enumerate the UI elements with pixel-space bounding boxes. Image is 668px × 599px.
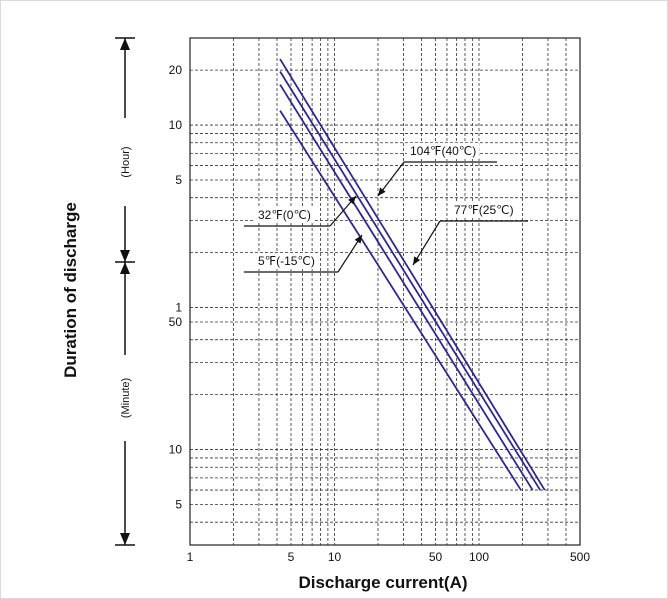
- y-axis-label: Duration of discharge: [61, 202, 80, 378]
- annotation-label-background: [255, 253, 318, 269]
- y-tick-label-hour: 5: [175, 173, 182, 187]
- y-tick-label-hour: 10: [169, 118, 183, 132]
- y-tick-label-minute: 10: [169, 443, 183, 457]
- grid: [190, 38, 580, 545]
- annotation-label: 5℉(-15℃): [258, 254, 315, 268]
- y-tick-label-minute: 5: [175, 498, 182, 512]
- x-tick-label: 500: [570, 550, 590, 564]
- x-tick-label: 5: [288, 550, 295, 564]
- x-axis-label: Discharge current(A): [298, 573, 467, 592]
- annotation-arrowhead: [348, 196, 356, 205]
- y-tick-label-hour: 20: [169, 63, 183, 77]
- series-line-3: [279, 58, 546, 491]
- annotation-arrowhead: [378, 187, 386, 196]
- series-line-2: [279, 70, 541, 491]
- x-tick-label: 10: [328, 550, 342, 564]
- series-lines: [279, 58, 546, 491]
- minute-unit-label: (Minute): [120, 378, 132, 418]
- annotation-label-background: [255, 207, 314, 223]
- series-line-0: [279, 110, 522, 491]
- x-tick-label: 1: [187, 550, 194, 564]
- plot-border: [189, 37, 581, 546]
- y-tick-label-hour: 1: [175, 301, 182, 315]
- annotation-arrowhead: [354, 235, 362, 244]
- annotation-label: 32℉(0℃): [258, 208, 311, 222]
- annotation-label-background: [451, 202, 517, 218]
- annotation-label: 104℉(40℃): [410, 144, 476, 158]
- y-tick-label-minute: 50: [169, 315, 183, 329]
- series-line-1: [279, 84, 534, 491]
- annotation-label: 77℉(25℃): [454, 203, 514, 217]
- hour-unit-label: (Hour): [120, 146, 132, 177]
- x-tick-label: 50: [429, 550, 443, 564]
- annotations: 104℉(40℃) 32℉(0℃) 77℉(25℃) 5℉(-15℃): [244, 143, 528, 273]
- annotation-leader: [412, 220, 441, 266]
- annotation-arrowhead: [413, 256, 421, 265]
- x-tick-label: 100: [469, 550, 489, 564]
- duration-bracket: (Hour) (Minute): [115, 37, 135, 546]
- annotation-label-background: [407, 143, 480, 159]
